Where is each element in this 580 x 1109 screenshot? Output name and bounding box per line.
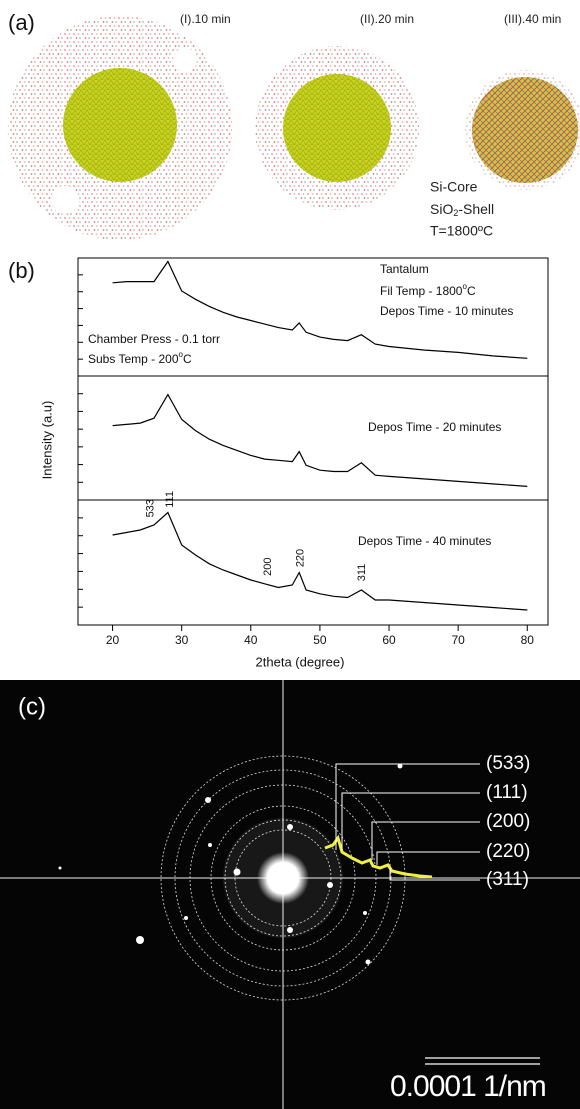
gap [51, 186, 79, 214]
panel-b: (b) 2theta (degree) Intensity (a.u) 20 30… [8, 257, 549, 669]
scale-bar [425, 1057, 540, 1065]
core-cluster [283, 74, 391, 182]
peak-label: 200 [262, 558, 274, 576]
x-tick-label: 70 [451, 633, 465, 647]
ring-label: (111) [486, 782, 528, 803]
panel-label: (b) [8, 258, 35, 283]
intensity-profile [324, 834, 433, 879]
y-axis-label: Intensity (a.u) [39, 401, 54, 480]
x-tick-label: 50 [313, 633, 327, 647]
mixed-cluster [472, 77, 578, 183]
peak-label: 220 [294, 549, 306, 567]
callout-line [389, 868, 480, 881]
xrd-curve [112, 511, 528, 611]
annotation: Depos Time - 10 minutes [380, 304, 513, 318]
legend-core: Si-Core [430, 179, 478, 195]
ring-label: (311) [486, 869, 529, 890]
peak-label: 311 [356, 564, 368, 582]
callout-line [335, 763, 480, 850]
core-cluster [63, 68, 177, 182]
plot-frame [77, 257, 549, 626]
central-spot [257, 852, 309, 904]
caption: (III).40 min [504, 12, 561, 26]
annotation: Chamber Press - 0.1 torr [88, 332, 220, 346]
annotation: Fil Temp - 1800oC [380, 282, 476, 298]
xrd-curve [112, 260, 528, 359]
caption: (I).10 min [180, 12, 231, 26]
xrd-curve [112, 393, 528, 487]
gap [173, 48, 197, 72]
peak-label: 533 [144, 499, 156, 517]
ring-label: (533) [486, 753, 530, 774]
annotation: Depos Time - 20 minutes [368, 420, 501, 434]
callout-line [376, 851, 480, 865]
scale-bar-label: 0.0001 1/nm [390, 1070, 546, 1103]
caption: (II).20 min [360, 12, 414, 26]
x-tick-label: 80 [521, 633, 535, 647]
ring-label: (220) [486, 841, 530, 862]
annotation: Subs Temp - 200oC [88, 350, 192, 366]
x-axis-label: 2theta (degree) [256, 654, 345, 669]
callout-line [371, 821, 480, 860]
annotation: Tantalum [380, 262, 429, 276]
x-tick-label: 60 [382, 633, 396, 647]
x-tick-label: 30 [175, 633, 189, 647]
callout-line [341, 792, 480, 850]
panel-a: (a) (I).10 min (II).20 min (III).40 min … [8, 10, 580, 240]
spots [58, 763, 403, 965]
panel-c: (c) 0.0001 1/nm (533) (111) (200) (220) (311… [0, 680, 580, 1109]
x-tick-label: 20 [106, 633, 120, 647]
panel-label: (c) [18, 693, 46, 720]
x-tick-label: 40 [244, 633, 258, 647]
panel-label: (a) [8, 10, 35, 35]
annotation: Depos Time - 40 minutes [358, 534, 491, 548]
ring-label: (200) [486, 811, 530, 832]
legend-shell: SiO2-Shell [430, 201, 494, 219]
peak-label: 111 [164, 491, 176, 508]
legend-temperature: T=1800ºC [430, 223, 493, 239]
